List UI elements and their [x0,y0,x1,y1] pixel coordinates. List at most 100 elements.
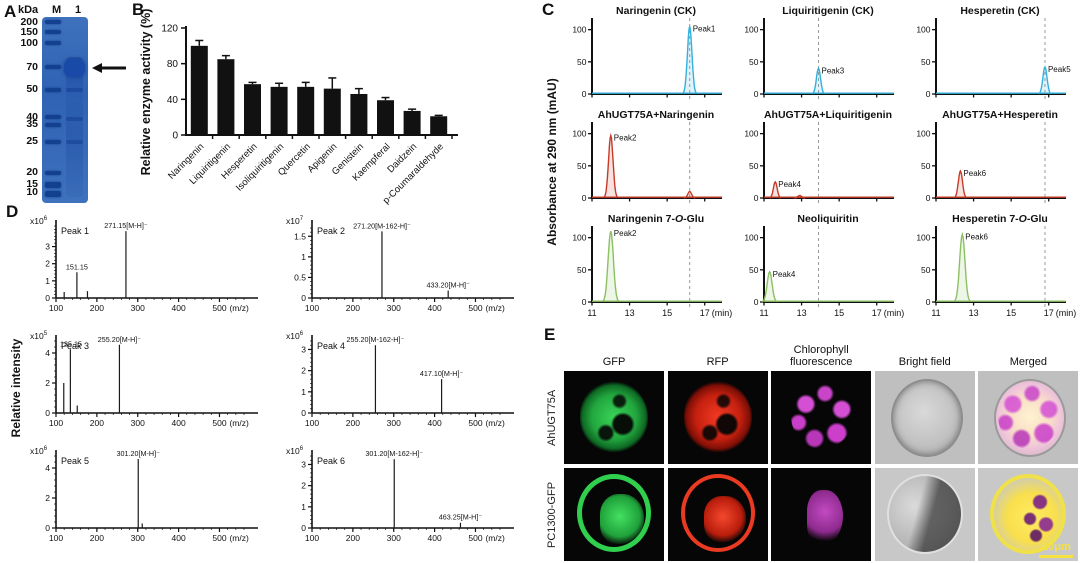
hplc-x-tick-label: 11 [931,308,940,318]
micrograph-bf-AhUGT75A [874,371,975,464]
bar-y-tick-label: 120 [161,24,178,35]
bar-y-tick-label: 80 [167,59,179,70]
hplc-x-unit-label: (min) [1056,308,1077,318]
hplc-y-tick-label: 100 [744,129,758,139]
ms-y-tick-label: 0 [301,523,306,533]
gel-lane1-faint-band [66,139,83,144]
chromatogram-AhUGT75A+Liquiritigenin: AhUGT75A+Liquiritigenin 0 50 100 Peak4 [744,109,894,204]
gel-band-m-50 [45,87,61,92]
ms-x-unit-label: (m/z) [229,418,249,428]
kda-value-25: 25 [26,135,38,148]
bar-chart-ylabel: Relative enzyme activity (%) [139,8,153,176]
chromatogram-title: Hesperetin (CK) [960,5,1039,17]
hplc-x-tick-label: 13 [797,308,807,318]
ms-x-tick-label: 400 [428,303,442,313]
gel-band-m-10 [45,190,61,197]
chromatogram-Neoliquiritin: Neoliquiritin 0 50 100 11 13 15 17 (min) Peak4 [744,213,904,318]
chromatogram-peak [683,190,696,199]
hplc-x-tick-label: 13 [969,308,979,318]
ms-x-unit-label: (m/z) [485,533,505,543]
mz-peak-label: 255.20[M-162-H]⁻ [347,335,405,344]
ms-y-tick-label: 3 [45,242,50,252]
mass-spectrum-Peak 5: x106 Peak 5 0 2 4 100 200 300 400 500 (m/z) 301.20[… [30,446,258,543]
kda-value-35: 35 [26,118,38,130]
spectrum-peak-name: Peak 3 [61,341,89,351]
column-header-mg: Merged [1009,356,1048,369]
ms-y-tick-label: 2 [45,259,50,269]
ms-x-tick-label: 200 [90,303,104,313]
ms-y-tick-label: 4 [45,463,50,473]
hplc-y-tick-label: 0 [582,193,587,203]
peak-label: Peak4 [773,270,796,279]
intensity-scale-label: x106 [30,216,48,226]
hplc-y-tick-label: 0 [926,89,931,99]
micrograph-mg-AhUGT75A [978,371,1079,464]
hplc-y-tick-label: 100 [744,233,758,243]
ms-y-tick-label: 4 [45,348,50,358]
intensity-scale-label: x106 [286,446,304,456]
spectrum-peak-name: Peak 2 [317,226,345,236]
kda-value-15: 15 [26,177,38,190]
mz-peak-label: 301.20[M-162-H]⁻ [365,449,423,458]
intensity-scale-label: x106 [30,446,48,456]
gel-lane1-smear [66,57,83,197]
ms-y-tick-label: 1 [301,502,306,512]
gel-band-m-70 [45,65,61,70]
ms-x-tick-label: 100 [305,303,319,313]
ms-x-tick-label: 400 [172,418,186,428]
chromatogram-peak [603,132,619,198]
peak-label: Peak5 [1048,65,1071,74]
hplc-x-unit-label: (min) [712,308,733,318]
ms-ylabel: Relative intensity [9,338,23,438]
hplc-y-tick-label: 50 [749,57,759,67]
hplc-x-tick-label: 11 [587,308,596,318]
ms-x-tick-label: 500 [468,303,482,313]
enzyme-activity-bar-chart: 04080120NaringeninLiquiritigeninHesperet… [161,24,458,206]
peak-label: Peak6 [965,232,988,241]
hplc-y-tick-label: 100 [916,129,930,139]
ms-y-tick-label: 0 [45,523,50,533]
row-label-AhUGT75A: AhUGT75A [546,389,558,446]
ms-y-tick-label: 0 [301,408,306,418]
ms-x-unit-label: (m/z) [229,303,249,313]
gel-band-m-200 [45,20,61,25]
kda-value-40: 40 [26,110,38,123]
chromatogram-title: AhUGT75A+Hesperetin [942,109,1058,121]
micrograph-rfp-PC1300-GFP [667,468,768,561]
hplc-y-tick-label: 100 [916,233,930,243]
kda-value-200: 200 [20,15,38,28]
gel-band-m-20 [45,170,61,175]
ms-x-tick-label: 200 [90,418,104,428]
hplc-y-tick-label: 50 [577,57,587,67]
chromatogram-title: AhUGT75A+Naringenin [598,109,714,121]
panel-a-label: A [4,2,17,21]
ms-y-tick-label: 3 [301,459,306,469]
mz-peak-label: 151.15 [66,262,88,271]
bar-Liquiritigenin [217,59,235,136]
hplc-y-tick-label: 0 [754,89,759,99]
ms-y-tick-label: 0 [45,293,50,303]
column-header-rfp: RFP [706,356,729,369]
ms-x-unit-label: (m/z) [485,303,505,313]
ms-x-tick-label: 100 [49,303,63,313]
ms-y-tick-label: 2 [301,366,306,376]
panel-b-label: B [132,0,145,19]
bar-Quercetin [297,86,315,135]
hplc-y-tick-label: 100 [572,25,586,35]
row-label-PC1300-GFP: PC1300-GFP [546,481,558,548]
ms-y-tick-label: 0.5 [294,272,306,282]
hplc-y-tick-label: 100 [916,25,930,35]
ms-x-tick-label: 200 [346,303,360,313]
intensity-scale-label: x105 [30,331,48,341]
micrograph-chl-PC1300-GFP [771,468,872,561]
chromatogram-peak [953,231,971,302]
chromatogram-Hesperetin 7-O-Glu: Hesperetin 7-O-Glu 0 50 100 11 13 15 17 (min) Pea… [916,213,1077,318]
chromatogram-Liquiritigenin (CK): Liquiritigenin (CK) 0 50 100 Peak3 [744,5,894,100]
chromatogram-title: Liquiritigenin (CK) [782,5,874,17]
ms-y-tick-label: 0 [45,408,50,418]
bar-Hesperetin [244,84,261,135]
ms-x-tick-label: 300 [387,418,401,428]
hplc-x-tick-label: 15 [1006,308,1016,318]
ms-x-tick-label: 100 [305,418,319,428]
mz-peak-label: 301.20[M-H]⁻ [117,449,161,458]
